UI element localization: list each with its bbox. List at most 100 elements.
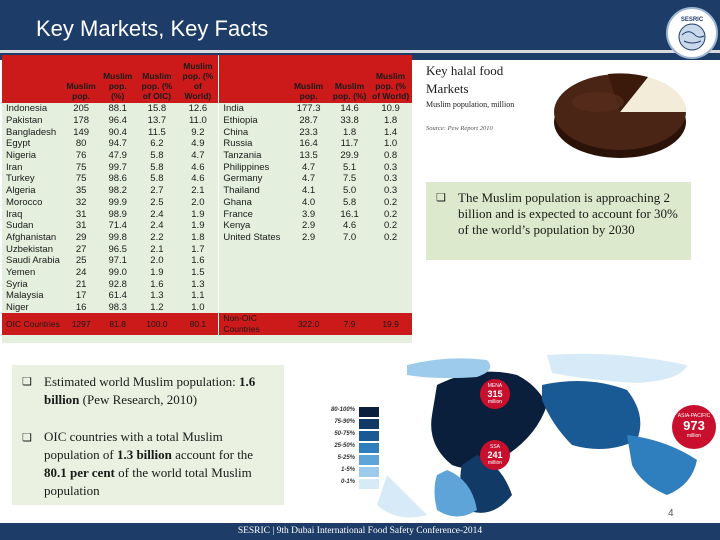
table-cell: 80 [75,138,87,150]
map-graphic [377,353,697,518]
text-span: account for the [171,447,254,462]
table-cell: 1.0 [191,302,205,314]
table-cell: 16.1 [340,208,359,220]
col-header [218,55,288,103]
table-cell [218,266,288,279]
table-cell: 1297 [63,313,99,336]
checkbox-bullet-icon: ❏ [436,192,446,204]
table-cell: 99.9 [108,196,127,208]
table-cell: 5.8 [150,161,164,173]
badge-value: 315 [487,389,503,399]
table-cell: 11.0 [188,115,207,127]
table-cell [330,267,369,279]
table-cell: 31 [75,208,87,220]
table-cell: France [218,208,288,220]
table-cell [218,243,288,255]
badge-unit: million [487,460,503,466]
legend-label: 50-75% [334,431,355,437]
col-header: Muslim pop. (% of World) [177,55,219,103]
table-cell: 2.9 [301,220,316,232]
table-cell: 1.9 [191,220,205,232]
table-cell: 4.7 [301,173,316,185]
table-cell: 31 [75,220,87,232]
text-bold: 1.6 billion [44,374,256,407]
table-cell: 1.5 [191,266,205,278]
table-cell: Nigeria [6,150,37,162]
table-cell: 7.0 [342,231,357,243]
table-cell: 149 [73,126,90,138]
table-row: Iran 75 99.7 5.8 4.6 Philippines 4.7 5.1 0.3 [2,161,412,174]
table-cell: 1.9 [191,208,205,220]
globe-icon [678,23,706,51]
badge-unit: million [686,433,702,439]
table-cell: 1.6 [150,278,164,290]
table-cell: 0.2 [383,208,398,220]
table-cell: 4.6 [342,220,357,232]
table-cell: 6.2 [150,138,164,150]
text-span: Estimated world Muslim population: [44,374,239,389]
table-cell: Germany [218,173,288,185]
table-cell: Uzbekistan [6,243,53,255]
table-row: Yemen 24 99.0 1.9 1.5 [2,266,412,279]
checkbox-bullet-icon: ❏ [22,432,32,444]
table-cell: 1.0 [383,138,398,150]
legend-swatch [359,467,379,477]
table-cell: 75 [75,173,87,185]
table-cell: 76 [75,150,87,162]
table-cell [287,267,330,279]
table-cell: 205 [73,103,90,115]
table-cell: 7.5 [342,173,357,185]
table-cell: 100.0 [136,313,178,336]
table-cell: Turkey [6,173,35,185]
table-cell: 5.8 [150,173,164,185]
table-cell: India [218,103,288,115]
data-table: Muslim pop. Muslim pop. (%) Muslim pop. … [2,55,412,336]
table-cell: 5.0 [342,185,357,197]
world-population-text: Estimated world Muslim population: 1.6 b… [44,373,274,409]
table-cell: 2.4 [150,220,164,232]
legend-swatch [359,443,379,453]
asia-pacific-badge: ASIA-PACIFIC 973 million [672,405,716,449]
table-row: Egypt 80 94.7 6.2 4.9 Russia 16.4 11.7 1.0 [2,138,412,150]
table-cell: Ghana [218,196,288,209]
col-header [2,55,64,103]
table-cell: 1.4 [383,126,398,138]
legend-label: 0-1% [340,479,355,485]
table-cell: 16.4 [299,138,318,150]
table-cell [287,278,330,290]
table-row: Bangladesh 149 90.4 11.5 9.2 China 23.3 1.8 1.4 [2,126,412,139]
table-cell [369,302,412,314]
table-cell: 0.3 [383,185,398,197]
page-number: 4 [668,508,674,519]
table-cell: Morocco [6,196,43,208]
table-cell: 1.6 [191,255,205,267]
muslim-population-table: Muslim pop. Muslim pop. (%) Muslim pop. … [2,55,412,343]
table-cell: 61.4 [108,290,127,302]
table-row: Syria 21 92.8 1.6 1.3 [2,278,412,290]
table-cell: 25 [75,255,87,267]
table-cell: 32 [75,196,87,208]
table-cell: 1.8 [191,231,205,243]
checkbox-bullet-icon: ❏ [22,376,32,388]
table-cell: 2.4 [150,208,164,220]
table-cell: 17 [75,290,87,302]
table-cell: 98.3 [108,302,127,314]
text-span: of the world total Muslim population [44,465,252,498]
table-row: Malaysia 17 61.4 1.3 1.1 [2,290,412,302]
table-row: Turkey 75 98.6 5.8 4.6 Germany 4.7 7.5 0.3 [2,173,412,185]
table-cell: 2.1 [191,185,205,197]
table-cell: 94.7 [108,138,127,150]
table-cell: 14.6 [340,103,359,115]
table-cell: 1.8 [342,126,357,138]
col-header: Muslim pop. (%) [329,55,370,103]
table-row: Indonesia 205 88.1 15.8 12.6 India 177.3 14.6 10… [2,103,412,115]
table-cell: 0.3 [383,161,398,173]
legend-swatch [359,455,379,465]
table-cell: 7.9 [329,313,370,336]
legend-swatch [359,407,379,417]
table-cell: 88.1 [108,103,127,115]
table-row: Pakistan 178 96.4 13.7 11.0 Ethiopia 28.7 33.8 1… [2,114,412,127]
table-cell [218,254,288,267]
table-cell: 23.3 [299,126,318,138]
col-header: Muslim pop. (% of OIC) [136,55,178,103]
